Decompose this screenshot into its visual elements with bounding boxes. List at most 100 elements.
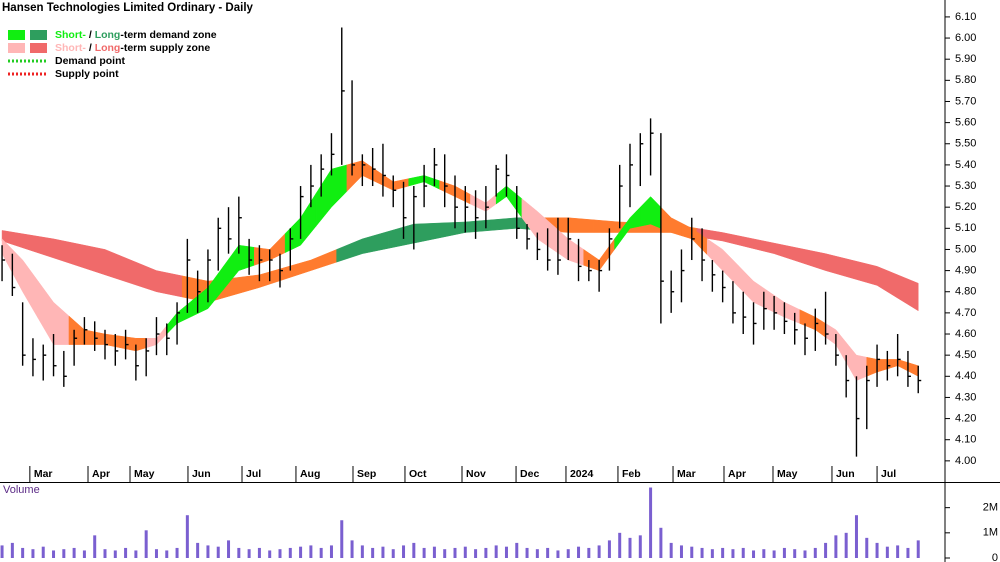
volume-bar xyxy=(360,545,364,558)
volume-bar xyxy=(165,550,169,558)
volume-bar xyxy=(741,547,745,558)
volume-bar xyxy=(93,535,97,558)
y-tick-label: 5.20 xyxy=(955,201,976,213)
volume-bar xyxy=(577,546,581,558)
x-tick-label: May xyxy=(134,468,155,480)
zone-band xyxy=(120,335,147,352)
legend-text: / xyxy=(86,29,95,41)
legend-text: Short- xyxy=(55,42,86,54)
legend-label: Demand point xyxy=(55,55,126,67)
volume-bar xyxy=(484,547,488,558)
volume-bar xyxy=(844,532,848,558)
legend-swatch xyxy=(8,43,25,53)
volume-bar xyxy=(412,542,416,558)
volume-tick-label: 2M xyxy=(983,502,998,514)
y-tick-label: 4.50 xyxy=(955,349,976,361)
legend-text: Short- xyxy=(55,29,86,41)
x-tick-label: Jun xyxy=(836,468,855,480)
volume-bar xyxy=(700,547,704,558)
volume-bar xyxy=(782,547,786,558)
chart-title: Hansen Technologies Limited Ordinary - D… xyxy=(2,2,254,14)
volume-bar xyxy=(278,549,282,558)
volume-bar xyxy=(319,547,323,558)
volume-bar xyxy=(299,546,303,558)
volume-bar xyxy=(772,550,776,558)
volume-bar xyxy=(628,537,632,558)
y-tick-label: 4.70 xyxy=(955,307,976,319)
x-tick-label: Apr xyxy=(728,468,746,480)
y-tick-label: 5.60 xyxy=(955,117,976,129)
legend-label: Short- / Long-term supply zone xyxy=(55,42,210,54)
x-tick-label: Dec xyxy=(520,468,539,480)
volume-bar xyxy=(31,549,35,558)
x-tick-label: Jul xyxy=(246,468,261,480)
volume-bar xyxy=(865,537,869,558)
volume-bar xyxy=(515,542,519,558)
y-tick-label: 4.30 xyxy=(955,391,976,403)
legend-label: Short- / Long-term demand zone xyxy=(55,29,217,41)
volume-bar xyxy=(402,545,406,558)
volume-bar xyxy=(371,547,375,558)
volume-bar xyxy=(443,549,447,558)
y-tick-label: 4.20 xyxy=(955,412,976,424)
volume-bar xyxy=(134,550,138,558)
volume-bar xyxy=(124,547,128,558)
legend-text: Long xyxy=(95,29,121,41)
volume-bar xyxy=(113,550,117,558)
volume-bar xyxy=(422,547,426,558)
zone-band xyxy=(897,274,919,312)
volume-bar xyxy=(906,547,910,558)
volume-bar xyxy=(227,540,231,558)
volume-bar xyxy=(144,530,148,558)
volume-bar xyxy=(463,546,467,558)
y-tick-label: 4.00 xyxy=(955,455,976,467)
volume-bar xyxy=(196,542,200,558)
volume-bar xyxy=(72,547,76,558)
volume-bar xyxy=(247,549,251,558)
volume-bar xyxy=(556,550,560,558)
y-tick-label: 5.80 xyxy=(955,74,976,86)
y-tick-label: 4.80 xyxy=(955,286,976,298)
volume-bar xyxy=(453,547,457,558)
volume-bar xyxy=(597,545,601,558)
volume-bar xyxy=(175,547,179,558)
volume-bar xyxy=(546,547,550,558)
volume-bar xyxy=(52,550,56,558)
volume-tick-label: 0 xyxy=(992,552,998,562)
legend-swatch xyxy=(30,30,47,40)
x-tick-label: Mar xyxy=(677,468,696,480)
volume-bar xyxy=(206,545,210,558)
volume-bar xyxy=(329,545,333,558)
y-tick-label: 5.50 xyxy=(955,138,976,150)
volume-bar xyxy=(793,549,797,558)
legend-swatch xyxy=(8,30,25,40)
volume-bar xyxy=(824,542,828,558)
x-tick-label: Nov xyxy=(466,468,486,480)
volume-bar xyxy=(268,550,272,558)
volume-bar xyxy=(381,546,385,558)
volume-bar xyxy=(721,547,725,558)
y-tick-label: 6.00 xyxy=(955,32,976,44)
legend-text: Long xyxy=(95,42,121,54)
y-tick-label: 4.10 xyxy=(955,434,976,446)
volume-bar xyxy=(494,545,498,558)
volume-bar xyxy=(618,532,622,558)
volume-bar xyxy=(679,545,683,558)
volume-bar xyxy=(62,549,66,558)
volume-bar xyxy=(432,546,436,558)
x-tick-label: Oct xyxy=(409,468,427,480)
volume-bar xyxy=(566,549,570,558)
y-tick-label: 5.40 xyxy=(955,159,976,171)
y-tick-label: 5.10 xyxy=(955,222,976,234)
y-tick-label: 5.30 xyxy=(955,180,976,192)
x-tick-label: Jul xyxy=(881,468,896,480)
volume-bar xyxy=(752,550,756,558)
x-tick-label: Jun xyxy=(192,468,211,480)
x-tick-label: Sep xyxy=(357,468,376,480)
volume-bar xyxy=(10,542,14,558)
volume-bar xyxy=(41,546,45,558)
volume-bar xyxy=(504,546,508,558)
volume-bar xyxy=(916,540,920,558)
volume-bar xyxy=(525,547,529,558)
